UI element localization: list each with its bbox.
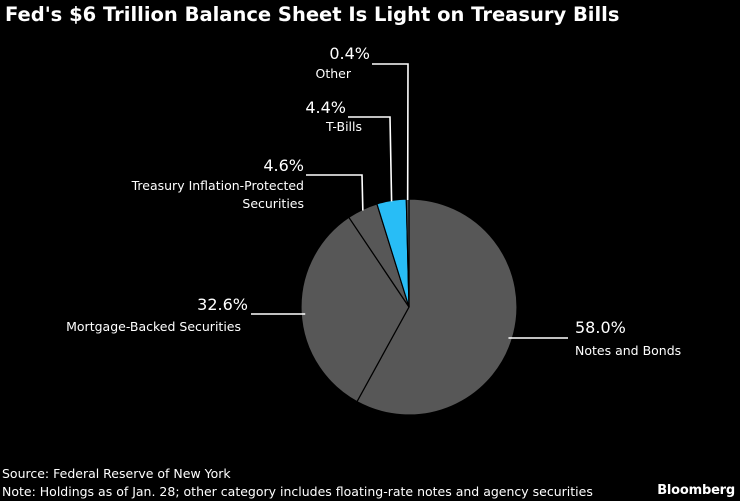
source-note: Source: Federal Reserve of New York bbox=[2, 466, 231, 481]
bloomberg-logo: Bloomberg bbox=[657, 483, 735, 498]
slice-percent-label: 58.0% bbox=[575, 318, 626, 337]
slice-percent-label: 32.6% bbox=[197, 295, 248, 314]
slice-category-label: Notes and Bonds bbox=[575, 343, 681, 358]
slice-percent-label: 4.4% bbox=[305, 98, 346, 117]
slice-category-label: T-Bills bbox=[325, 119, 362, 134]
slice-category-label: Securities bbox=[242, 196, 304, 211]
leader-line bbox=[372, 63, 409, 201]
slice-percent-label: 0.4% bbox=[329, 44, 370, 63]
pie-slice-notes-and-bonds bbox=[356, 198, 518, 416]
footnote: Note: Holdings as of Jan. 28; other cate… bbox=[2, 484, 593, 499]
leader-line bbox=[306, 174, 364, 211]
slice-category-label: Treasury Inflation-Protected bbox=[131, 178, 304, 193]
slice-category-label: Other bbox=[316, 66, 352, 81]
slice-percent-label: 4.6% bbox=[263, 156, 304, 175]
slice-category-label: Mortgage-Backed Securities bbox=[66, 319, 241, 334]
chart-title: Fed's $6 Trillion Balance Sheet Is Light… bbox=[5, 3, 620, 26]
leader-line bbox=[348, 116, 393, 202]
pie-slice-mortgage-backed-securities bbox=[300, 216, 410, 403]
